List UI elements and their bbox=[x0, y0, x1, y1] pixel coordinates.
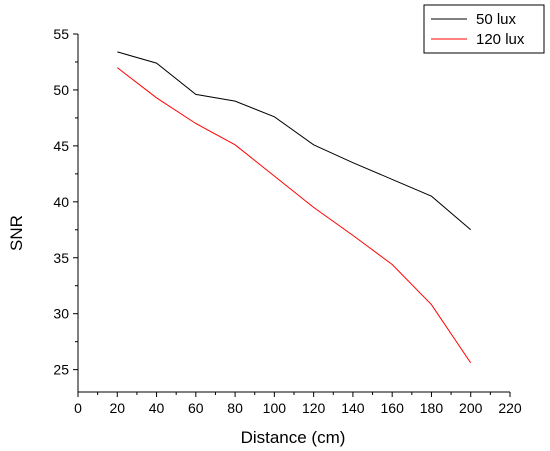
y-axis-title: SNR bbox=[7, 215, 26, 251]
x-tick-label: 40 bbox=[149, 400, 165, 416]
x-tick-label: 80 bbox=[227, 400, 243, 416]
x-tick-label: 160 bbox=[381, 400, 405, 416]
y-tick-label: 50 bbox=[53, 82, 69, 98]
x-tick-label: 120 bbox=[302, 400, 326, 416]
legend-box bbox=[423, 4, 545, 54]
legend: 50 lux 120 lux bbox=[423, 4, 545, 54]
series-layer bbox=[116, 51, 472, 364]
x-tick-label: 20 bbox=[109, 400, 125, 416]
x-tick-label: 200 bbox=[459, 400, 483, 416]
series-line-120-lux bbox=[116, 67, 472, 364]
x-tick-label: 100 bbox=[263, 400, 287, 416]
y-tick-label: 25 bbox=[53, 362, 69, 378]
y-tick-label: 55 bbox=[53, 26, 69, 42]
legend-label: 50 lux bbox=[476, 11, 517, 28]
y-axis: 25 30 35 40 45 50 55 bbox=[53, 26, 78, 378]
x-axis: 0 20 40 60 80 100 120 140 160 180 200 220 bbox=[74, 392, 522, 416]
x-tick-label: 140 bbox=[341, 400, 365, 416]
series-line-50-lux bbox=[117, 51, 472, 231]
y-tick-label: 30 bbox=[53, 306, 69, 322]
y-tick-label: 40 bbox=[53, 194, 69, 210]
x-tick-label: 220 bbox=[498, 400, 522, 416]
x-tick-label: 0 bbox=[74, 400, 82, 416]
y-tick-label: 45 bbox=[53, 138, 69, 154]
x-tick-label: 180 bbox=[420, 400, 444, 416]
y-tick-label: 35 bbox=[53, 250, 69, 266]
x-axis-title: Distance (cm) bbox=[241, 428, 346, 447]
x-tick-label: 60 bbox=[188, 400, 204, 416]
legend-label: 120 lux bbox=[476, 31, 525, 48]
